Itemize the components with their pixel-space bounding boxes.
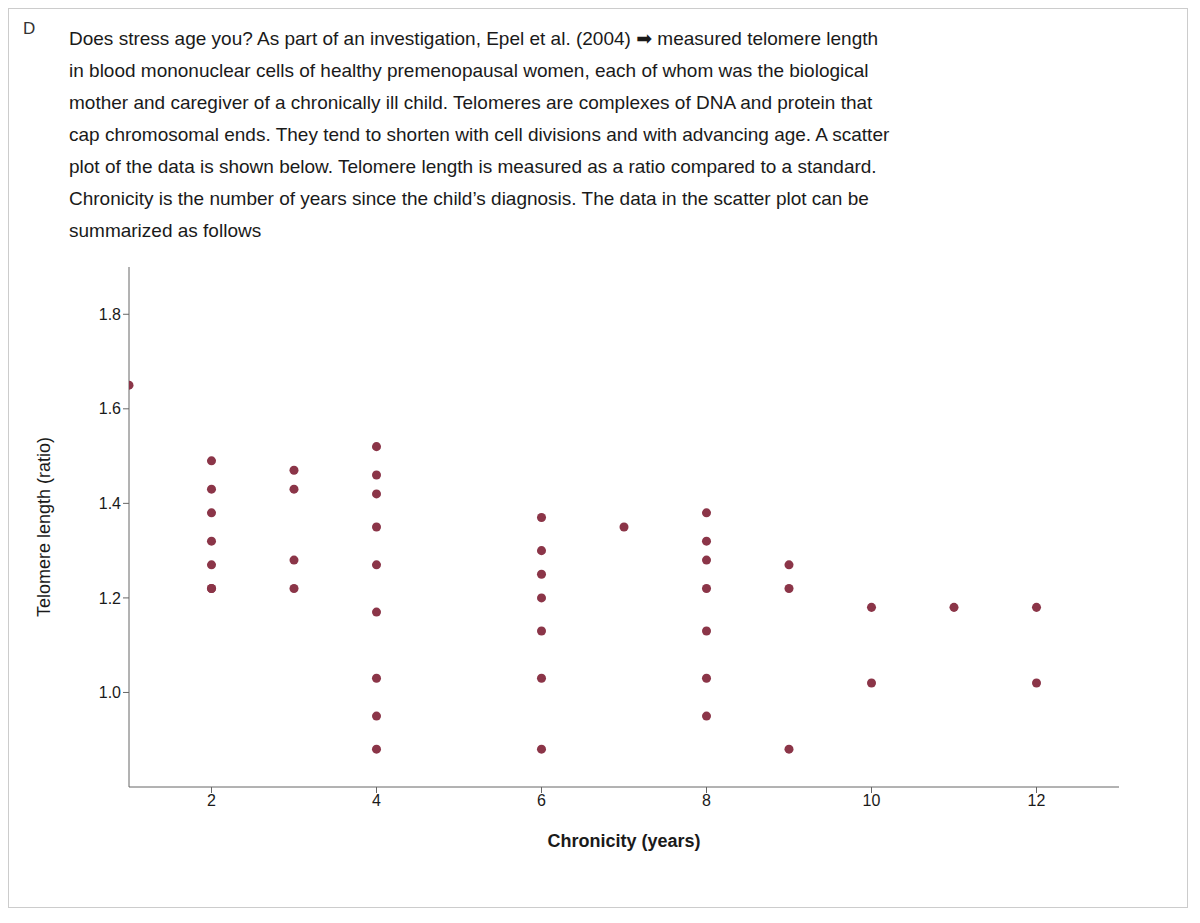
svg-text:4: 4 [372, 792, 381, 809]
html-text:D: D [23, 19, 36, 38]
svg-text:2: 2 [207, 792, 216, 809]
html-text:Does stress age you? As part o: Does stress age you? As part of an inves… [69, 28, 879, 49]
svg-text:10: 10 [863, 792, 881, 809]
svg-text:12: 12 [1028, 792, 1046, 809]
html-text:Chronicity is the number of ye: Chronicity is the number of years since … [69, 188, 869, 209]
html-text:summarized as follows: summarized as follows [69, 220, 262, 241]
svg-text:Chronicity (years): Chronicity (years) [547, 831, 700, 851]
svg-text:1.6: 1.6 [99, 400, 121, 417]
html-text:plot of the data is shown belo: plot of the data is shown below. Telomer… [69, 156, 877, 177]
svg-text:1.2: 1.2 [99, 590, 121, 607]
html-text:in blood mononuclear cells of: in blood mononuclear cells of healthy pr… [69, 60, 869, 81]
svg-text:1.8: 1.8 [99, 306, 121, 323]
svg-text:6: 6 [537, 792, 546, 809]
svg-text:8: 8 [702, 792, 711, 809]
svg-text:1.0: 1.0 [99, 684, 121, 701]
svg-text:Telomere length (ratio): Telomere length (ratio) [34, 437, 54, 617]
svg-text:1.4: 1.4 [99, 495, 121, 512]
html-text:mother and caregiver of a chro: mother and caregiver of a chronically il… [69, 92, 873, 113]
html-text:cap chromosomal ends. They ten: cap chromosomal ends. They tend to short… [69, 124, 890, 145]
